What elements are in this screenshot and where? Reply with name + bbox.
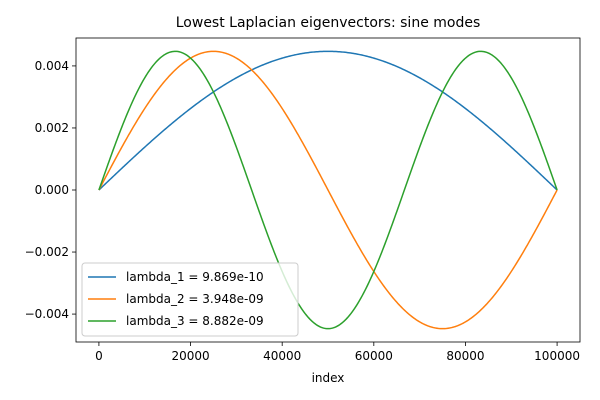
y-tick-label: 0.004 bbox=[35, 59, 69, 73]
y-axis: −0.004 −0.002 0.000 0.002 0.004 bbox=[25, 59, 76, 321]
chart-title: Lowest Laplacian eigenvectors: sine mode… bbox=[176, 15, 481, 31]
x-tick-label: 80000 bbox=[446, 349, 484, 363]
y-tick-label: −0.004 bbox=[25, 307, 69, 321]
y-tick-label: 0.000 bbox=[35, 183, 69, 197]
legend-entry-3: lambda_3 = 8.882e-09 bbox=[126, 314, 264, 328]
series-line-1 bbox=[98, 50, 558, 191]
x-tick-label: 0 bbox=[95, 349, 103, 363]
legend-entry-2: lambda_2 = 3.948e-09 bbox=[126, 292, 264, 306]
x-tick-label: 100000 bbox=[534, 349, 580, 363]
series-line-2 bbox=[98, 50, 558, 330]
legend: lambda_1 = 9.869e-10 lambda_2 = 3.948e-09… bbox=[81, 262, 299, 337]
y-tick-label: −0.002 bbox=[25, 245, 69, 259]
x-axis-label: index bbox=[312, 371, 345, 385]
y-tick-label: 0.002 bbox=[35, 121, 69, 135]
x-tick-label: 20000 bbox=[171, 349, 209, 363]
x-tick-label: 60000 bbox=[355, 349, 393, 363]
legend-entry-1: lambda_1 = 9.869e-10 bbox=[126, 270, 264, 284]
series-line-3 bbox=[98, 50, 558, 330]
legend-box bbox=[81, 262, 299, 337]
x-axis: 0 20000 40000 60000 80000 100000 bbox=[95, 342, 580, 363]
x-tick-label: 40000 bbox=[263, 349, 301, 363]
series-layer bbox=[98, 50, 558, 330]
